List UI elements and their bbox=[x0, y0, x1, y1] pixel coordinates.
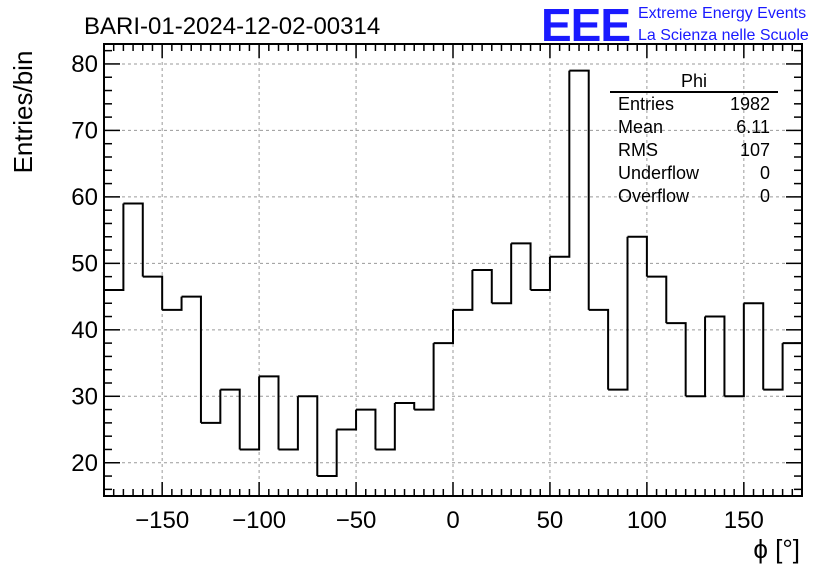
histogram-bin bbox=[336, 409, 358, 431]
histogram-bin bbox=[685, 316, 707, 398]
histogram-bin bbox=[453, 270, 474, 311]
histogram-bin bbox=[162, 296, 183, 311]
stats-row-label: Mean bbox=[618, 117, 663, 137]
eee-logo-line2: La Scienza nelle Scuole bbox=[638, 27, 809, 44]
stats-row-label: RMS bbox=[618, 140, 658, 160]
histogram-bin bbox=[724, 303, 745, 398]
histogram-bin bbox=[549, 70, 571, 258]
y-axis-title: Entries/bin bbox=[8, 51, 38, 174]
x-axis-title: ϕ [°] bbox=[753, 534, 800, 564]
histogram-bin bbox=[705, 315, 726, 397]
stats-row-value: 0 bbox=[760, 163, 770, 183]
x-tick-label: −100 bbox=[232, 507, 286, 534]
histogram-bin bbox=[608, 236, 629, 391]
x-tick-label: 50 bbox=[537, 507, 564, 534]
tick-labels: −150 −100 −50 0 50 100 150 20 30 40 50 60 70 80 bbox=[71, 51, 764, 534]
x-tick-label: −50 bbox=[336, 507, 377, 534]
axis-ticks bbox=[104, 44, 802, 496]
histogram-bin bbox=[588, 308, 610, 390]
stats-row-value: 1982 bbox=[730, 94, 770, 114]
stats-box-name: Phi bbox=[681, 71, 707, 91]
histogram-bin bbox=[491, 243, 513, 305]
y-tick-label: 40 bbox=[71, 317, 98, 344]
eee-logo-mark: EEE bbox=[541, 0, 630, 51]
histogram-bin bbox=[181, 295, 202, 423]
y-tick-label: 20 bbox=[71, 450, 98, 477]
stats-row-value: 6.11 bbox=[736, 117, 770, 137]
stats-row-value: 0 bbox=[760, 186, 770, 206]
histogram-bin bbox=[743, 302, 765, 390]
histogram-bin bbox=[220, 388, 241, 450]
x-tick-label: 0 bbox=[446, 507, 459, 534]
y-tick-label: 60 bbox=[71, 184, 98, 211]
histogram-bin bbox=[142, 275, 164, 310]
histogram-bin bbox=[200, 389, 222, 424]
histogram-bin bbox=[627, 235, 648, 277]
stats-row-label: Entries bbox=[618, 94, 674, 114]
histogram-bin bbox=[646, 275, 668, 324]
stats-row-value: 107 bbox=[740, 140, 770, 160]
y-tick-label: 70 bbox=[71, 117, 98, 144]
stats-row-label: Underflow bbox=[618, 163, 700, 183]
histogram-bin bbox=[103, 203, 125, 496]
eee-logo-line1: Extreme Energy Events bbox=[638, 5, 806, 22]
x-tick-label: −150 bbox=[135, 507, 189, 534]
histogram-bin bbox=[297, 395, 319, 477]
histogram-bin bbox=[356, 408, 377, 450]
histogram-bin bbox=[239, 376, 261, 451]
histogram-bin bbox=[569, 69, 590, 310]
histogram-bin bbox=[123, 202, 144, 277]
histogram-bin bbox=[763, 343, 784, 391]
histogram-bin bbox=[317, 429, 338, 478]
chart-title: BARI-01-2024-12-02-00314 bbox=[84, 13, 380, 40]
x-tick-label: 150 bbox=[724, 507, 764, 534]
grid bbox=[104, 44, 802, 496]
histogram-bin bbox=[375, 402, 396, 451]
histogram-bin bbox=[394, 401, 416, 410]
stats-box: Phi Entries 1982 Mean 6.11 RMS 107 Underflow 0 O… bbox=[610, 71, 778, 206]
histogram-bin bbox=[278, 396, 299, 451]
histogram-bin bbox=[414, 343, 435, 411]
stats-row-label: Overflow bbox=[618, 186, 690, 206]
histogram-bin bbox=[511, 242, 532, 290]
histogram-bin bbox=[433, 309, 454, 345]
y-tick-label: 50 bbox=[71, 250, 98, 277]
histogram-bin bbox=[259, 375, 280, 450]
y-tick-label: 30 bbox=[71, 383, 98, 410]
histogram-bin bbox=[472, 269, 493, 304]
eee-logo: EEE Extreme Energy Events La Scienza nel… bbox=[541, 0, 809, 51]
y-tick-label: 80 bbox=[71, 51, 98, 78]
x-tick-label: 100 bbox=[627, 507, 667, 534]
histogram-bin bbox=[666, 322, 687, 397]
histogram-bin bbox=[530, 256, 551, 291]
